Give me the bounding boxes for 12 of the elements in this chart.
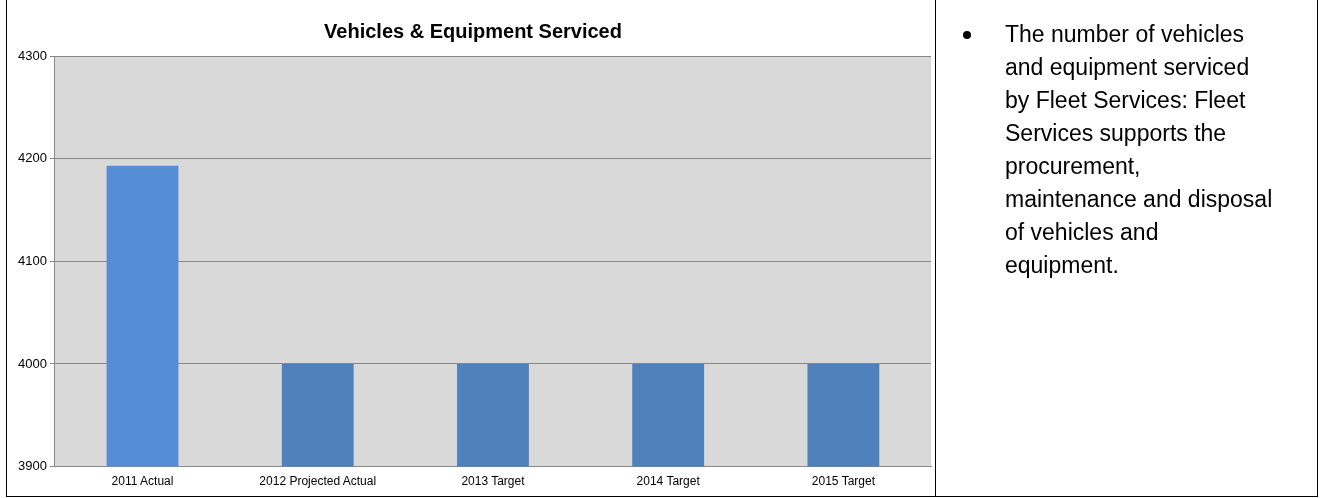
x-tick-label: 2014 Target: [636, 474, 701, 489]
x-tick-label: 2015 Target: [811, 474, 876, 489]
y-tick-label: 4300: [18, 47, 47, 63]
y-tick-label: 4100: [18, 252, 47, 268]
chart-title: Vehicles & Equipment Serviced: [324, 19, 622, 42]
x-tick-label: 2011 Actual: [111, 474, 174, 489]
text: The number of vehicles and equipment serviced by Fleet Services: Fleet Services supports the procurement, maintenance and disposal of vehicles and equipment.: [1005, 20, 1274, 280]
y-tick-label: 3900: [18, 458, 47, 474]
x-tick-label: 2012 Projected Actual: [259, 474, 377, 489]
y-tick-label: 4200: [18, 150, 47, 166]
y-tick-label: 4000: [18, 355, 47, 371]
x-tick-label: 2013 Target: [461, 474, 526, 489]
